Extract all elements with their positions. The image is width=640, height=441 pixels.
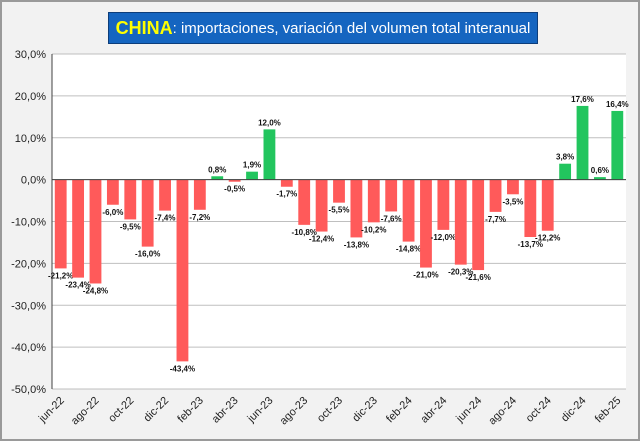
- data-label: 3,8%: [556, 153, 574, 162]
- bar: [611, 110, 624, 180]
- data-label: -10,2%: [361, 225, 386, 234]
- y-tick-label: -10,0%: [11, 217, 46, 229]
- y-tick-label: -40,0%: [11, 342, 46, 354]
- bar: [72, 179, 85, 278]
- x-tick-label: ago-22: [69, 395, 102, 428]
- bar: [367, 179, 380, 223]
- data-label: -12,0%: [431, 233, 456, 242]
- y-tick-label: 20,0%: [15, 91, 46, 103]
- data-label: -3,5%: [502, 197, 523, 206]
- data-label: 16,4%: [606, 100, 629, 109]
- x-tick-label: abr-24: [419, 395, 450, 426]
- bar: [211, 176, 224, 180]
- bar: [54, 179, 67, 269]
- x-tick-label: jun-23: [245, 395, 276, 426]
- bar: [402, 179, 415, 242]
- x-tick-label: ago-23: [278, 395, 311, 428]
- data-label: -23,4%: [65, 281, 90, 290]
- bar: [106, 179, 119, 205]
- bar: [89, 179, 102, 284]
- bar: [333, 179, 345, 203]
- y-tick-label: -30,0%: [11, 300, 46, 312]
- bar: [541, 179, 554, 231]
- data-label: -6,0%: [102, 208, 123, 217]
- data-label: 0,8%: [208, 165, 226, 174]
- data-label: 12,0%: [258, 118, 281, 127]
- x-tick-label: feb-24: [384, 395, 415, 426]
- bar: [176, 179, 189, 362]
- bar: [193, 179, 206, 210]
- bar: [263, 129, 276, 180]
- x-tick-label: jun-24: [453, 395, 484, 426]
- chart-title-main: CHINA: [115, 17, 173, 38]
- data-label: -21,0%: [413, 271, 438, 280]
- bar: [437, 179, 450, 230]
- data-label: -7,6%: [381, 214, 402, 223]
- x-tick-label: dic-23: [350, 395, 380, 425]
- x-tick-label: dic-22: [142, 395, 172, 425]
- chart-title: CHINA : importaciones, variación del vol…: [108, 12, 538, 44]
- y-tick-label: 0,0%: [21, 175, 46, 187]
- x-tick-label: feb-23: [175, 395, 206, 426]
- bar: [593, 177, 606, 180]
- bar: [141, 179, 154, 247]
- data-label: -14,8%: [396, 245, 421, 254]
- data-label: -12,2%: [535, 234, 560, 243]
- bar: [472, 179, 485, 271]
- x-tick-label: oct-24: [524, 395, 554, 425]
- bar: [489, 179, 502, 212]
- data-label: -43,4%: [170, 364, 195, 373]
- data-label: -7,7%: [485, 215, 506, 224]
- x-tick-label: ago-24: [486, 395, 519, 428]
- bar: [280, 179, 293, 187]
- bar: [298, 179, 311, 225]
- data-label: -16,0%: [135, 250, 160, 259]
- x-tick-label: abr-23: [210, 395, 241, 426]
- data-label: -21,2%: [48, 271, 73, 280]
- bar: [315, 179, 328, 232]
- x-tick-label: jun-22: [36, 395, 67, 426]
- bar: [159, 179, 171, 211]
- x-tick-label: oct-23: [315, 395, 345, 425]
- bar: [454, 179, 467, 265]
- bar: [124, 179, 137, 220]
- data-label: -0,5%: [224, 185, 245, 194]
- x-tick-label: feb-25: [593, 395, 624, 426]
- y-tick-label: 30,0%: [15, 49, 46, 61]
- data-label: -13,7%: [518, 240, 543, 249]
- y-tick-label: -20,0%: [11, 258, 46, 270]
- data-label: -20,3%: [448, 268, 473, 277]
- data-label: -10,8%: [292, 228, 317, 237]
- bar: [246, 171, 258, 180]
- y-tick-label: -50,0%: [11, 384, 46, 396]
- data-label: 17,6%: [571, 95, 594, 104]
- data-label: 1,9%: [243, 161, 261, 170]
- bar: [507, 179, 519, 195]
- data-label: -24,8%: [83, 286, 108, 295]
- bar: [228, 179, 241, 182]
- bar: [350, 179, 363, 238]
- data-label: -13,8%: [344, 240, 369, 249]
- bar: [420, 179, 432, 268]
- bar: [524, 179, 537, 237]
- data-label: -7,2%: [189, 213, 210, 222]
- data-label: -1,7%: [276, 190, 297, 199]
- x-tick-label: oct-22: [106, 395, 136, 425]
- bar: [559, 163, 572, 180]
- data-label: -7,4%: [155, 214, 176, 223]
- data-label: 0,6%: [591, 166, 609, 175]
- data-label: -5,5%: [329, 206, 350, 215]
- bar: [385, 179, 398, 212]
- chart-title-sub: : importaciones, variación del volumen t…: [172, 19, 531, 37]
- x-tick-label: dic-24: [559, 395, 589, 425]
- bar: [576, 105, 589, 180]
- data-label: -21,6%: [465, 273, 490, 282]
- data-label: -12,4%: [309, 235, 334, 244]
- data-label: -9,5%: [120, 222, 141, 231]
- y-tick-label: 10,0%: [15, 133, 46, 145]
